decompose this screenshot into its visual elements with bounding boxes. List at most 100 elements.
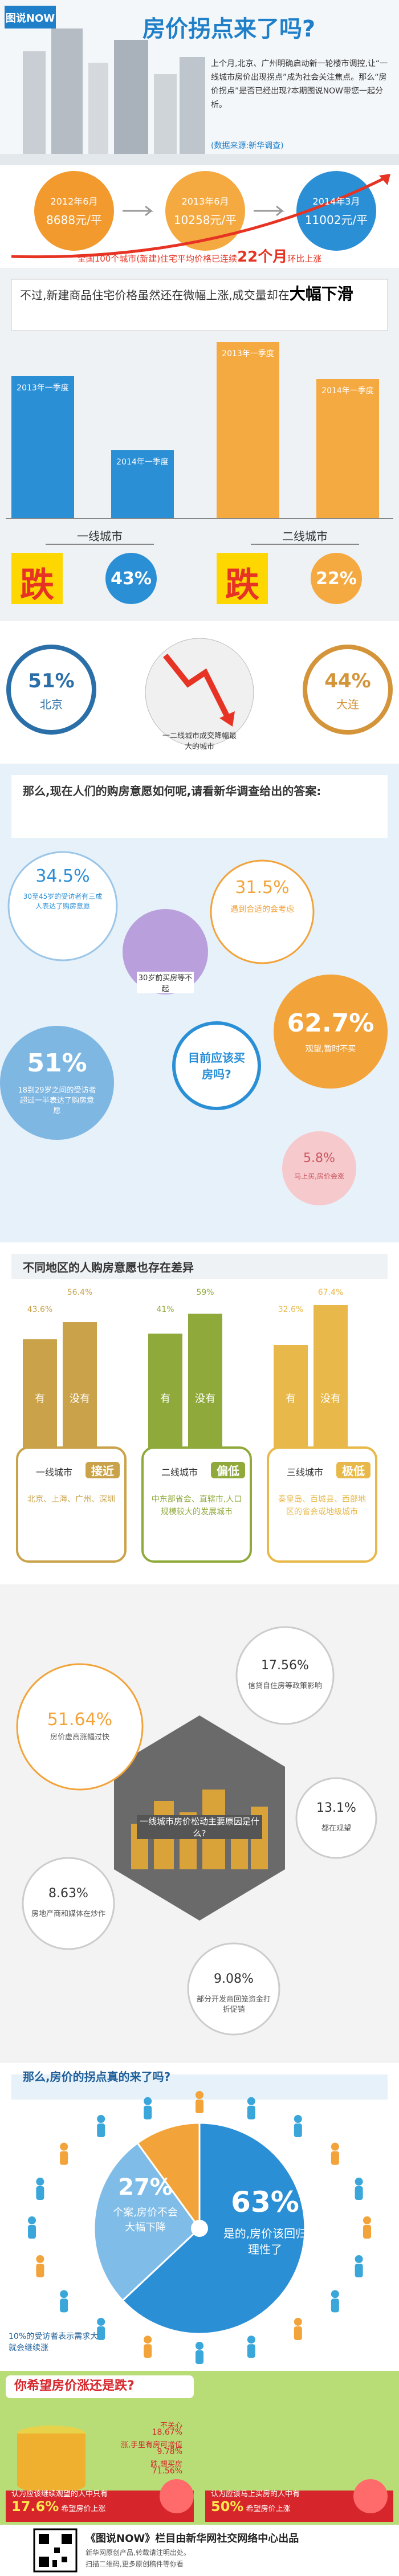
no: 没有 (70, 1393, 90, 1405)
person-icon (363, 2216, 371, 2239)
yes-percent: 43.6% (27, 1305, 53, 1314)
no-percent: 67.4% (317, 1288, 344, 1297)
person-icon (196, 2342, 203, 2364)
person-icon (247, 2097, 255, 2120)
note: 环比上涨 (287, 254, 322, 264)
txt: 18到29岁之间的受访者超过一半表达了购房意愿 (18, 1086, 96, 1115)
yes: 有 (160, 1393, 170, 1405)
pct: 31.5% (235, 878, 290, 898)
drop: 跌 (20, 565, 54, 605)
wait: 认为应该继续观望的人中只有 17.6% 希望房价上涨 (11, 2488, 171, 2514)
city-name: 二线城市 (251, 527, 359, 545)
drop-art (6, 638, 393, 747)
left-city: 北京 (40, 698, 63, 711)
bar-label: 2014年一季度 (321, 386, 374, 396)
right-city: 大连 (336, 698, 359, 711)
reason-text: 房价虚高涨幅过快 (50, 1733, 109, 1742)
yes: 有 (35, 1393, 45, 1405)
slice-text: 个案,房价不会大幅下降 (113, 2207, 178, 2233)
regions-heading: 不同地区的人购房意愿也存在差异 (23, 1261, 194, 1274)
answer-percent: 71.56% (152, 2467, 182, 2476)
pct: 5.8% (303, 1151, 335, 1165)
person-icon (60, 2290, 68, 2313)
volume-heading: 不过,新建商品住宅价格虽然还在微幅上涨,成交量却在大幅下滑 (20, 285, 379, 304)
person-icon (355, 2255, 363, 2277)
yes: 有 (286, 1393, 296, 1405)
trend-date: 2013年6月 (181, 196, 229, 207)
no: 没有 (195, 1393, 215, 1405)
reason-text: 部分开发商回笼资金打折促销 (196, 1995, 271, 2014)
center: 30岁前买房等不起 (137, 972, 194, 993)
drop-percent: 22% (316, 569, 357, 589)
person-icon (331, 2142, 339, 2165)
person-icon (144, 2097, 152, 2120)
yes-percent: 32.6% (278, 1305, 304, 1314)
trend-price: 8688元/平 (46, 213, 102, 227)
source: (数据来源:新华调查) (211, 141, 284, 150)
person-icon (144, 2335, 152, 2358)
wait-percent: 17.6% (11, 2498, 59, 2514)
wish-heading: 你希望房价涨还是跌? (14, 2379, 135, 2393)
bar-label: 2014年一季度 (116, 458, 169, 467)
txt: 观望,暂时不买 (305, 1045, 356, 1054)
pie-art (0, 2063, 399, 2371)
no: 没有 (320, 1393, 341, 1405)
bar-label: 2013年一季度 (17, 384, 69, 393)
buy-text: 认为应该马上买房的人中有 (211, 2490, 300, 2498)
pct: 62.7% (287, 1009, 374, 1038)
person-icon (355, 2178, 363, 2200)
reason-percent: 9.08% (214, 1972, 254, 1986)
person-icon (36, 2178, 44, 2200)
pie-slice (93, 2142, 201, 2302)
person-icon (294, 2115, 302, 2138)
person-icon (97, 2115, 105, 2138)
tier-examples: 中东部省会、直辖市,人口规模较大的发展城市 (151, 1495, 242, 1517)
trend-price: 11002元/平 (304, 213, 368, 227)
pie-slice (136, 2122, 201, 2231)
trend-price: 10258元/平 (173, 213, 237, 227)
trend-date: 2014年3月 (312, 196, 360, 207)
person-icon (36, 2255, 44, 2277)
bar-label: 2013年一季度 (222, 349, 274, 358)
trend-date: 2012年6月 (50, 196, 98, 207)
left-percent: 51% (28, 670, 75, 692)
person-icon (60, 2142, 68, 2165)
reason-percent: 17.56% (261, 1658, 309, 1673)
yes-percent: 41% (156, 1305, 174, 1314)
answer-percent: 18.67% (152, 2428, 182, 2437)
tier-name: 二线城市 (161, 1467, 198, 1478)
wait-text: 认为应该继续观望的人中只有 (11, 2490, 108, 2498)
answer-text: 不关心 (160, 2422, 182, 2430)
person-icon (294, 2317, 302, 2340)
slice-label: 27% (118, 2174, 173, 2200)
footer-line: 新华网原创产品,转载请注明出处。 (85, 2549, 190, 2557)
person-icon (97, 2317, 105, 2340)
person-icon (247, 2335, 255, 2358)
volume-art (0, 268, 399, 621)
brand: 图说NOW (5, 13, 55, 25)
tier-name: 三线城市 (286, 1467, 323, 1478)
reasons-question: 一线城市房价松动主要原因是什么? (137, 1815, 262, 1839)
intent-art (0, 764, 399, 1242)
slice-text: 是的,房价该回归理性了 (223, 2227, 307, 2256)
txt: 遇到合适的会考虑 (230, 905, 294, 914)
no-percent: 59% (196, 1288, 214, 1297)
txt: 马上买,房价会涨 (294, 1172, 344, 1180)
answer-percent: 9.78% (157, 2447, 182, 2456)
answer-text: 涨,手里有房可增值 (120, 2441, 182, 2449)
pct: 51% (27, 1049, 87, 1078)
drop-caption: 一二线城市成交降幅最大的城市 (162, 732, 237, 751)
footer-title: 《图说NOW》栏目由新华网社交网络中心出品 (85, 2533, 299, 2545)
intro: 上个月,北京、广州明确启动新一轮楼市调控,让“一线城市房价出现拐点”成为社会关注… (211, 59, 388, 109)
slice-text: 10%的受访者表示需求大就会继续涨 (9, 2332, 99, 2353)
title: 房价拐点来了吗? (142, 16, 316, 42)
tier-examples: 北京、上海、广州、深圳 (27, 1495, 115, 1504)
reason-text: 都在观望 (321, 1824, 351, 1833)
city-name: 一线城市 (46, 527, 154, 545)
tier-name: 一线城市 (35, 1467, 72, 1478)
emph: 大幅下滑 (289, 284, 353, 303)
wish-art (0, 2371, 399, 2525)
regions-art (0, 1242, 399, 1584)
reason-text: 房地产商和媒体在炒作 (31, 1910, 105, 1918)
